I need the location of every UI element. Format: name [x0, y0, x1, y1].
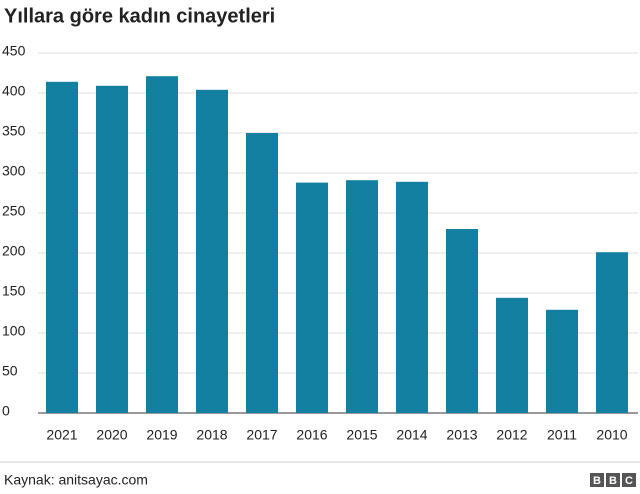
x-tick-label: 2015: [346, 427, 377, 443]
logo-letter: C: [625, 475, 633, 487]
logo-letter: B: [609, 475, 617, 487]
x-tick-label: 2016: [296, 427, 327, 443]
x-tick-label: 2017: [246, 427, 277, 443]
y-tick-label: 350: [2, 123, 26, 139]
y-tick-label: 300: [2, 163, 26, 179]
y-tick-label: 250: [2, 203, 26, 219]
logo-box: [622, 473, 636, 487]
x-tick-label: 2018: [196, 427, 227, 443]
x-tick-label: 2012: [496, 427, 527, 443]
y-tick-label: 150: [2, 283, 26, 299]
source: Kaynak: anitsayac.com: [4, 472, 148, 488]
bar: [546, 309, 578, 413]
x-tick-label: 2019: [146, 427, 177, 443]
bar: [596, 252, 628, 413]
y-tick-label: 200: [2, 243, 26, 259]
x-tick-label: 2020: [96, 427, 127, 443]
bar: [196, 89, 228, 414]
bar: [296, 182, 328, 413]
logo-box: [606, 473, 620, 487]
y-tick-label: 400: [2, 83, 26, 99]
chart-title: Yıllara göre kadın cinayetleri: [4, 5, 275, 27]
bar: [496, 297, 528, 413]
y-tick-label: 100: [2, 323, 26, 339]
x-tick-label: 2010: [596, 427, 627, 443]
bar: [146, 76, 178, 413]
y-tick-label: 450: [2, 43, 26, 59]
x-tick-label: 2014: [396, 427, 427, 443]
bar: [346, 180, 378, 413]
bar: [46, 81, 78, 414]
x-tick-label: 2021: [46, 427, 77, 443]
bar: [246, 133, 278, 413]
bar: [446, 229, 478, 413]
logo-box: [590, 473, 604, 487]
logo-letter: B: [593, 475, 601, 487]
y-tick-label: 50: [2, 363, 18, 379]
bar: [396, 181, 428, 413]
x-tick-label: 2013: [446, 427, 477, 443]
bar: [96, 85, 128, 414]
x-tick-label: 2011: [547, 427, 577, 443]
y-tick-label: 0: [2, 403, 10, 419]
